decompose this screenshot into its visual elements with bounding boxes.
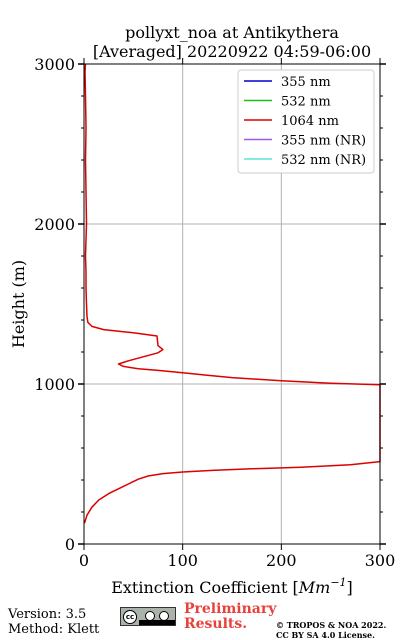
legend-label: 355 nm [281, 75, 331, 90]
y-tick-label: 1000 [34, 375, 75, 394]
legend: 355 nm 532 nm 1064 nm 355 nm (NR) 532 nm (NR… [237, 69, 375, 174]
copyright-line1: © TROPOS & NOA 2022. [276, 620, 387, 630]
axis-ticks [78, 58, 386, 550]
legend-label: 532 nm [281, 95, 331, 110]
y-tick-label: 3000 [34, 55, 75, 74]
preliminary-line1: Preliminary [184, 601, 277, 617]
preliminary-results-label: Preliminary Results. [184, 602, 276, 632]
cc-icon: cc [123, 610, 137, 624]
series-line-1064nm [83, 63, 381, 524]
plot-lines [83, 63, 381, 524]
x-tick-label: 0 [79, 551, 89, 570]
x-tick-label: 200 [266, 551, 297, 570]
chart-title: pollyxt_noa at Antikythera [Averaged] 20… [93, 23, 371, 61]
x-axis-label: Extinction Coefficient [Mm−1] [111, 576, 353, 597]
legend-box [237, 69, 375, 174]
copyright-line2: CC BY SA 4.0 License. [276, 630, 375, 640]
method-text: Method: Klett [8, 622, 100, 637]
plot-frame [83, 63, 381, 545]
legend-label: 532 nm (NR) [281, 153, 366, 168]
x-tick-label: 300 [365, 551, 396, 570]
legend-label: 355 nm (NR) [281, 134, 366, 149]
chart-title-line1: pollyxt_noa at Antikythera [125, 23, 339, 42]
preliminary-line2: Results. [184, 616, 248, 632]
chart-title-line2: [Averaged] 20220922 04:59-06:00 [93, 42, 371, 61]
y-tick-label: 0 [65, 535, 75, 554]
legend-label: 1064 nm [281, 114, 339, 129]
copyright-notice: © TROPOS & NOA 2022. CC BY SA 4.0 Licens… [276, 620, 386, 640]
y-axis-label: Height (m) [9, 260, 28, 348]
version-text: Version: 3.5 [8, 607, 87, 622]
badge-strip [139, 620, 175, 625]
cc-license-badge: cc [120, 607, 176, 626]
x-tick-label: 100 [167, 551, 198, 570]
y-tick-label: 2000 [34, 215, 75, 234]
